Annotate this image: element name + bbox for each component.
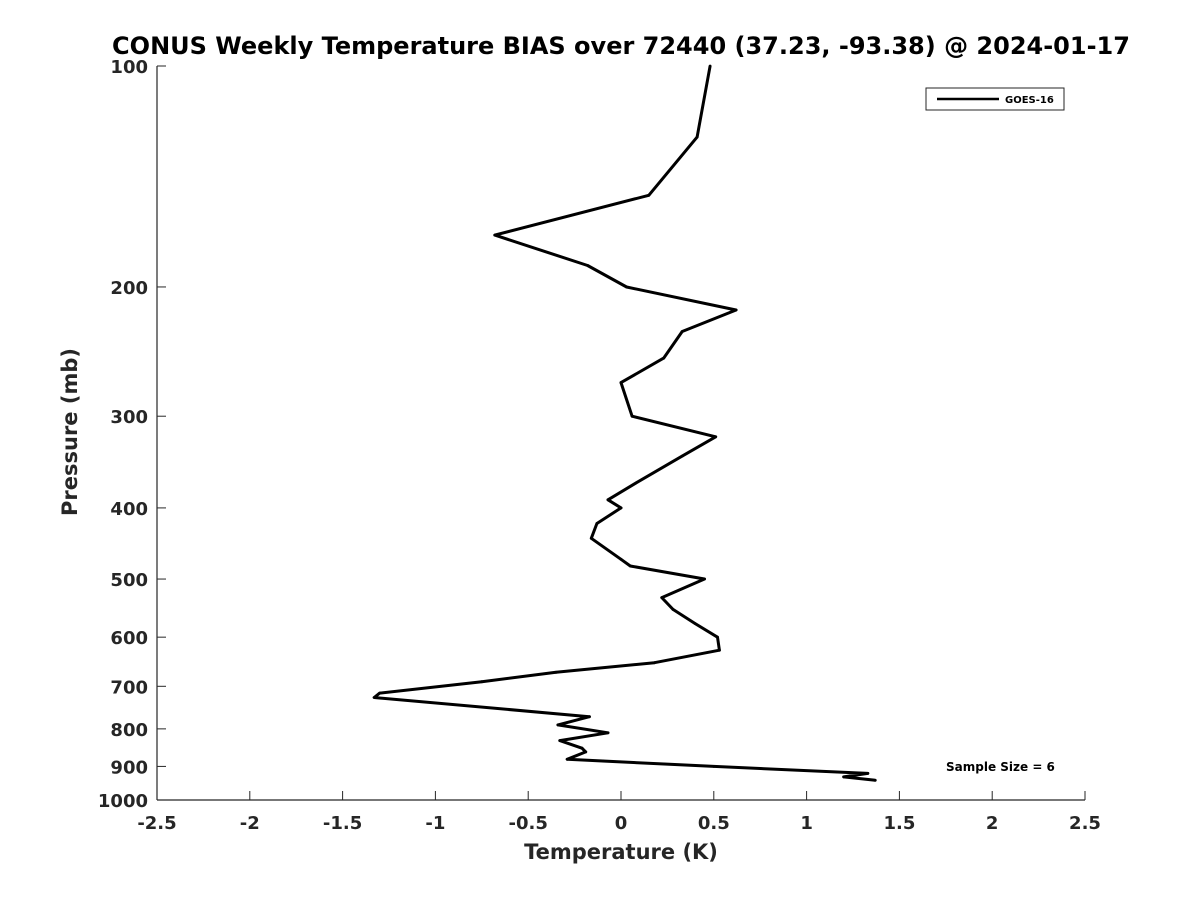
data-point xyxy=(589,536,593,540)
x-tick-label: -1.5 xyxy=(323,813,362,834)
y-tick-label: 700 xyxy=(110,677,148,698)
x-tick-label: 2.5 xyxy=(1069,813,1101,834)
data-point xyxy=(606,498,610,502)
series-group xyxy=(372,64,877,782)
data-point xyxy=(556,723,560,727)
data-point xyxy=(708,64,712,68)
x-tick-label: -1 xyxy=(425,813,445,834)
y-axis-label: Pressure (mb) xyxy=(58,348,82,516)
data-point xyxy=(716,635,719,639)
data-point xyxy=(842,775,846,779)
y-tick-label: 900 xyxy=(110,757,148,778)
data-point xyxy=(660,596,664,599)
x-tick-label: -2 xyxy=(240,813,260,834)
x-tick-label: -2.5 xyxy=(137,813,176,834)
series-line-goes-16 xyxy=(372,65,876,782)
data-point xyxy=(680,454,684,458)
x-axis-ticks: -2.5 -2 -1.5 -1 -0.5 0 0.5 1 1.5 2 2.5 xyxy=(137,791,1101,834)
y-tick-label: 300 xyxy=(110,407,148,428)
data-point xyxy=(554,670,558,674)
sample-size-annotation: Sample Size = 6 xyxy=(946,760,1055,774)
data-point xyxy=(634,481,638,485)
data-point xyxy=(680,330,684,333)
plot-area xyxy=(156,66,1085,801)
data-point xyxy=(671,608,675,611)
data-point xyxy=(493,233,497,237)
data-point xyxy=(703,577,706,581)
data-point xyxy=(565,757,569,761)
legend-label: GOES-16 xyxy=(1005,95,1054,106)
data-point xyxy=(606,731,610,735)
data-point xyxy=(866,772,870,775)
x-tick-label: 0 xyxy=(615,813,628,834)
y-tick-label: 200 xyxy=(110,278,148,299)
data-point xyxy=(558,739,562,742)
chart-title: CONUS Weekly Temperature BIAS over 72440… xyxy=(112,32,1130,60)
data-point xyxy=(873,778,877,782)
data-point xyxy=(653,661,656,665)
x-tick-label: 0.5 xyxy=(698,813,730,834)
data-point xyxy=(693,622,697,625)
x-tick-label: 1.5 xyxy=(883,813,915,834)
data-point xyxy=(628,564,632,568)
x-tick-label: -0.5 xyxy=(509,813,548,834)
y-tick-label: 800 xyxy=(110,720,148,741)
data-point xyxy=(378,691,382,695)
data-point xyxy=(584,750,588,754)
data-point xyxy=(662,356,666,360)
data-point xyxy=(619,506,623,510)
data-point xyxy=(695,135,699,139)
y-tick-label: 1000 xyxy=(98,791,148,812)
data-point xyxy=(480,680,484,684)
data-point xyxy=(734,308,738,312)
data-point xyxy=(619,381,623,384)
data-point xyxy=(588,715,591,719)
x-tick-label: 1 xyxy=(800,813,813,834)
data-point xyxy=(718,648,721,652)
x-tick-label: 2 xyxy=(986,813,999,834)
y-tick-label: 500 xyxy=(110,570,148,591)
y-tick-label: 600 xyxy=(110,628,148,649)
data-point xyxy=(580,746,584,750)
data-point xyxy=(714,435,718,439)
y-axis-ticks: 100 200 300 400 500 600 700 800 900 1000 xyxy=(98,57,166,812)
data-point xyxy=(595,522,599,525)
y-tick-label: 400 xyxy=(110,499,148,520)
data-point xyxy=(619,557,623,561)
data-point xyxy=(630,414,634,418)
data-point xyxy=(372,696,376,699)
data-point xyxy=(625,285,628,289)
data-point xyxy=(712,765,716,768)
legend: GOES-16 xyxy=(925,87,1065,111)
data-point xyxy=(586,264,589,267)
y-tick-label: 100 xyxy=(110,57,148,78)
data-point xyxy=(647,193,651,197)
x-axis-label: Temperature (K) xyxy=(524,840,718,864)
